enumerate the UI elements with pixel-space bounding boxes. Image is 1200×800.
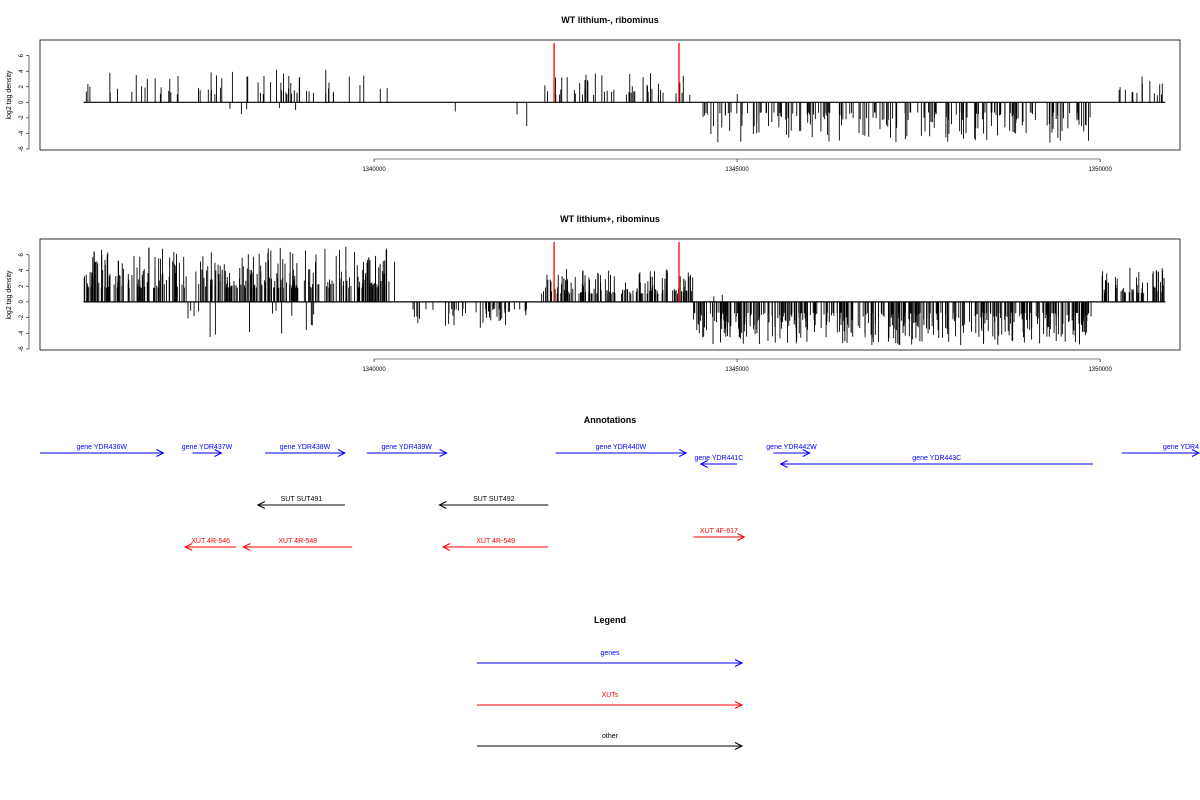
arrow-head xyxy=(242,543,251,551)
y-tick-label: -6 xyxy=(19,346,25,352)
arrow-head xyxy=(256,501,266,509)
x-tick-label: 1345000 xyxy=(725,167,749,173)
feature-gene: gene YDR439W xyxy=(366,444,448,457)
feature-xut: XUT 4R-546 xyxy=(184,538,237,551)
feature-gene: gene YDR438W xyxy=(265,444,347,457)
y-tick-label: -4 xyxy=(19,330,25,336)
legend-title: Legend xyxy=(594,615,626,625)
feature-label: gene YDR438W xyxy=(280,444,331,451)
y-tick-label: -4 xyxy=(19,130,25,136)
feature-label: XUT 4R-549 xyxy=(476,538,515,545)
feature-label: SUT SUT492 xyxy=(473,496,515,503)
position-markers xyxy=(553,242,680,302)
feature-label: XUT 4R-548 xyxy=(278,538,317,545)
feature-label: XUT 4F-617 xyxy=(700,528,738,535)
annotations-title: Annotations xyxy=(584,415,637,425)
legend: Legend genes XUTs other xyxy=(477,615,744,750)
y-tick-label: 4 xyxy=(19,268,25,272)
arrow-head xyxy=(214,449,223,457)
feature-gene: gene YDR4 xyxy=(1121,444,1200,457)
x-tick-label: 1350000 xyxy=(1088,367,1112,373)
arrow-head xyxy=(441,543,451,551)
x-tick-label: 1350000 xyxy=(1088,167,1112,173)
arrow-head xyxy=(337,449,347,457)
feature-xut: XUT 4F-617 xyxy=(693,528,746,541)
y-tick-label: 6 xyxy=(19,53,25,57)
annotation-features: gene YDR436W gene YDR437W gene YDR438W gene… xyxy=(40,444,1200,551)
y-axis-label: log2 tag density xyxy=(6,270,13,320)
arrow-head xyxy=(802,449,811,457)
feature-other: SUT SUT491 xyxy=(256,496,345,509)
feature-xut: XUT 4R-548 xyxy=(242,538,353,551)
panel-title: WT lithium-, ribominus xyxy=(561,15,659,25)
feature-xut: XUT 4R-549 xyxy=(441,538,549,551)
plot-frame xyxy=(39,39,1181,151)
feature-label: gene YDR439W xyxy=(381,444,432,451)
y-axis: 6 4 2 0 -2 -4 -6 xyxy=(19,53,30,152)
y-tick-label: 6 xyxy=(19,252,25,256)
feature-gene: gene YDR440W xyxy=(555,444,688,457)
legend-label: XUTs xyxy=(602,692,619,699)
y-tick-label: 2 xyxy=(19,84,25,88)
track-panel-lithium-minus: WT lithium-, ribominus log2 tag density … xyxy=(6,15,1181,173)
legend-label: other xyxy=(602,733,619,740)
arrow-head xyxy=(734,701,744,709)
feature-label: gene YDR443C xyxy=(912,455,961,462)
arrow-head xyxy=(737,533,746,541)
track-panel-lithium-plus: WT lithium+, ribominus log2 tag density … xyxy=(6,214,1181,373)
feature-gene: gene YDR442W xyxy=(766,444,817,457)
x-tick-label: 1340000 xyxy=(362,167,386,173)
arrow-head xyxy=(1191,449,1200,457)
x-tick-label: 1340000 xyxy=(362,367,386,373)
y-axis: 6 4 2 0 -2 -4 -6 xyxy=(19,252,30,352)
legend-item-gene: genes xyxy=(477,650,744,667)
feature-label: SUT SUT491 xyxy=(281,496,323,503)
feature-gene: gene YDR443C xyxy=(779,455,1093,468)
signal-bars xyxy=(83,246,1165,346)
y-tick-label: 4 xyxy=(19,69,25,73)
position-markers xyxy=(553,43,680,103)
feature-gene: gene YDR437W xyxy=(182,444,233,457)
arrow-head xyxy=(779,460,788,468)
x-axis: 1340000 1345000 1350000 xyxy=(362,358,1112,373)
annotations-panel: Annotations gene YDR436W gene YDR437W gene… xyxy=(40,415,1200,551)
legend-items: genes XUTs other xyxy=(477,650,744,750)
arrow-head xyxy=(438,501,447,509)
feature-gene: gene YDR436W xyxy=(40,444,165,457)
arrow-head xyxy=(734,742,744,750)
y-tick-label: -2 xyxy=(19,115,25,121)
legend-label: genes xyxy=(600,650,620,657)
feature-other: SUT SUT492 xyxy=(438,496,549,509)
signal-bars xyxy=(85,69,1163,143)
arrow-head xyxy=(156,449,165,457)
arrow-head xyxy=(439,449,448,457)
legend-item-other: other xyxy=(477,733,744,750)
feature-gene: gene YDR441C xyxy=(694,455,743,468)
feature-label: gene YDR440W xyxy=(596,444,647,451)
feature-label: gene YDR442W xyxy=(766,444,817,451)
feature-label: gene YDR437W xyxy=(182,444,233,451)
y-axis-label: log2 tag density xyxy=(6,70,13,120)
panel-title: WT lithium+, ribominus xyxy=(560,214,660,224)
y-tick-label: 2 xyxy=(19,284,25,288)
x-axis: 1340000 1345000 1350000 xyxy=(362,158,1112,173)
arrow-head xyxy=(734,659,744,667)
arrow-head xyxy=(184,543,193,551)
plot-frame xyxy=(39,238,1181,351)
x-tick-label: 1345000 xyxy=(725,367,749,373)
arrow-head xyxy=(699,460,708,468)
feature-label: gene YDR441C xyxy=(694,455,743,462)
arrow-head xyxy=(679,449,688,457)
feature-label: gene YDR4 xyxy=(1163,444,1199,451)
legend-item-xut: XUTs xyxy=(477,692,744,709)
y-tick-label: -6 xyxy=(19,146,25,152)
y-tick-label: 0 xyxy=(19,100,25,104)
y-tick-label: 0 xyxy=(19,300,25,304)
y-tick-label: -2 xyxy=(19,314,25,320)
feature-label: XUT 4R-546 xyxy=(191,538,230,545)
feature-label: gene YDR436W xyxy=(76,444,127,451)
